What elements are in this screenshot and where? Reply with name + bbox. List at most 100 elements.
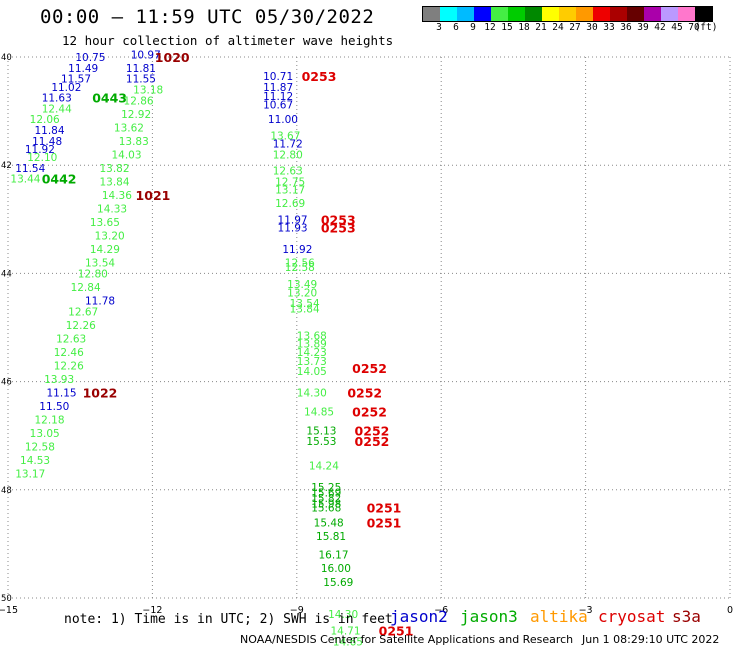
pass-time-label: 0252: [347, 385, 382, 400]
wave-height-label: 14.36: [102, 190, 132, 202]
wave-height-label: 16.17: [318, 550, 348, 562]
page-title: 00:00 – 11:59 UTC 05/30/2022: [40, 6, 375, 28]
legend-item-cryosat: cryosat: [598, 607, 666, 626]
y-tick-label: 44: [1, 269, 12, 279]
wave-height-label: 15.25: [311, 482, 341, 494]
color-swatch: [491, 7, 508, 21]
color-scale-label: 27: [569, 22, 581, 33]
color-swatch: [678, 7, 695, 21]
color-scale-label: 39: [637, 22, 649, 33]
wave-height-label: 11.02: [51, 82, 81, 94]
wave-height-label: 15.82: [311, 493, 341, 505]
pass-time-label: 0251: [379, 623, 414, 638]
pass-time-label: 1020: [155, 50, 190, 65]
wave-height-label: 13.83: [119, 136, 149, 148]
legend-item-s3a: s3a: [672, 607, 701, 626]
pass-time-label: 0253: [302, 69, 337, 84]
color-swatch: [627, 7, 644, 21]
wave-height-label: 13.62: [114, 122, 144, 134]
pass-time-label: 0442: [42, 172, 77, 187]
wave-height-label: 13.17: [15, 469, 45, 481]
wave-height-label: 13.20: [95, 231, 125, 243]
wave-height-label: 13.18: [133, 84, 163, 96]
wave-height-label: 13.73: [297, 356, 327, 368]
wave-height-label: 12.80: [78, 268, 108, 280]
wave-height-label: 13.05: [30, 428, 60, 440]
wave-height-label: 11.57: [61, 74, 91, 86]
wave-height-label: 14.85: [304, 406, 334, 418]
y-tick-label: 46: [1, 378, 12, 388]
wave-height-label: 14.33: [97, 203, 127, 215]
wave-height-label: 10.97: [131, 49, 161, 61]
y-tick-label: 50: [1, 594, 12, 604]
color-scale-labels: 3 6 9 12 15 18 21 24 27 30 33 36 39 42 45 70 (ft): [422, 22, 740, 34]
wave-height-label: 12.56: [285, 258, 315, 270]
x-tick-label: −15: [0, 605, 18, 616]
color-scale-label: 3: [436, 22, 442, 33]
color-scale-label: 36: [620, 22, 632, 33]
wave-height-label: 12.18: [34, 414, 64, 426]
wave-height-label: 11.81: [126, 63, 156, 75]
color-swatch: [474, 7, 491, 21]
color-scale-label: 12: [484, 22, 496, 33]
wave-height-label: 11.97: [278, 214, 308, 226]
color-scale-label: 6: [453, 22, 459, 33]
wave-height-label: 11.78: [85, 295, 115, 307]
wave-height-label: 12.06: [30, 114, 60, 126]
wave-height-label: 12.58: [25, 442, 55, 454]
color-scale-label: 24: [552, 22, 564, 33]
wave-height-label: 12.75: [275, 176, 305, 188]
generated-timestamp: Jun 1 08:29:10 UTC 2022: [582, 633, 720, 646]
wave-height-label: 13.54: [290, 298, 320, 310]
color-swatch: [457, 7, 474, 21]
wave-height-label: 15.98: [311, 498, 341, 510]
wave-height-label: 13.82: [99, 163, 129, 175]
wave-height-label: 14.65: [333, 636, 363, 648]
wave-height-label: 12.69: [275, 198, 305, 210]
wave-height-label: 15.68: [311, 503, 341, 515]
wave-height-label: 14.24: [309, 460, 339, 472]
wave-height-label: 15.69: [311, 488, 341, 500]
wave-height-label: 11.54: [15, 163, 45, 175]
wave-height-label: 15.48: [314, 517, 344, 529]
wave-height-label: 12.26: [66, 320, 96, 332]
wave-height-label: 14.23: [297, 347, 327, 359]
y-tick-label: 40: [1, 53, 12, 63]
wave-height-label: 11.84: [34, 125, 64, 137]
wave-height-label: 12.63: [273, 166, 303, 178]
color-swatch: [508, 7, 525, 21]
wave-height-label: 13.54: [85, 258, 115, 270]
wave-height-label: 13.68: [297, 331, 327, 343]
color-scale-unit: (ft): [694, 22, 718, 33]
wave-height-label: 11.72: [273, 139, 303, 151]
pass-time-label: 0252: [352, 361, 387, 376]
pass-time-label: 0253: [321, 220, 356, 235]
wave-height-label: 11.50: [39, 401, 69, 413]
wave-height-label: 11.48: [32, 136, 62, 148]
wave-height-label: 11.00: [268, 114, 298, 126]
wave-height-label: 15.69: [323, 577, 353, 589]
wave-height-label: 11.92: [25, 144, 55, 156]
wave-height-label: 15.53: [306, 436, 336, 448]
pass-time-label: 1022: [83, 385, 118, 400]
color-scale-bar: [422, 6, 713, 22]
wave-height-label: 14.71: [330, 625, 360, 637]
footnote: note: 1) Time is in UTC; 2) SWH is in fe…: [64, 612, 393, 627]
pass-time-label: 0252: [352, 404, 387, 419]
wave-height-label: 14.30: [328, 609, 358, 621]
legend-item-jason2: jason2: [390, 607, 448, 626]
pass-time-label: 1021: [136, 188, 171, 203]
color-scale-label: 15: [501, 22, 513, 33]
wave-height-label: 13.44: [10, 174, 40, 186]
color-swatch: [542, 7, 559, 21]
wave-height-label: 12.46: [54, 347, 84, 359]
color-scale-label: 70: [688, 22, 700, 33]
color-scale-label: 21: [535, 22, 547, 33]
x-tick-label: −12: [142, 605, 162, 616]
wave-height-label: 10.67: [263, 100, 293, 112]
wave-height-label: 14.30: [297, 387, 327, 399]
pass-time-label: 0251: [367, 515, 402, 530]
color-swatch: [440, 7, 457, 21]
wave-height-label: 12.92: [121, 109, 151, 121]
